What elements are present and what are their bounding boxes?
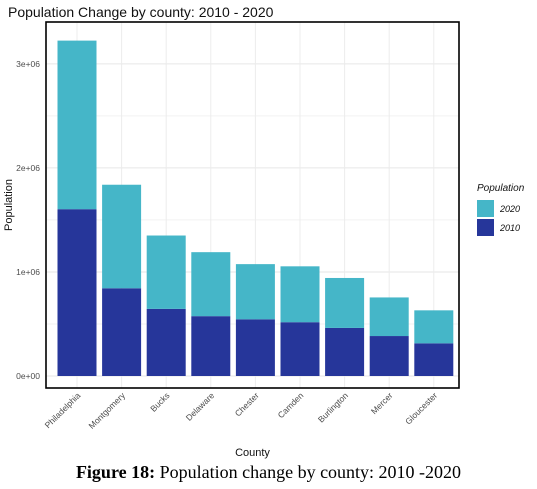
- bar-2020-gloucester: [414, 310, 454, 344]
- bar-2020-montgomery: [102, 184, 142, 289]
- plot-border: [45, 21, 460, 389]
- legend-swatch-2020: [477, 200, 494, 217]
- x-tick-label: Mercer: [369, 390, 395, 416]
- bar-2010-camden: [280, 322, 320, 376]
- legend-swatch-2010: [477, 219, 494, 236]
- bar-2010-gloucester: [414, 343, 454, 376]
- chart-title: Population Change by county: 2010 - 2020: [8, 4, 274, 20]
- x-tick-label: Delaware: [184, 390, 217, 423]
- bar-2020-burlington: [325, 277, 365, 328]
- x-tick-label: Montgomery: [87, 390, 128, 431]
- x-tick-label: Bucks: [148, 390, 171, 413]
- caption-prefix: Figure 18:: [75, 462, 156, 482]
- bar-2010-mercer: [369, 336, 409, 376]
- caption-text: Population change by county: 2010 -2020: [155, 462, 462, 482]
- x-tick-label: Burlington: [316, 390, 350, 424]
- y-tick-label: 3e+06: [16, 59, 40, 69]
- y-tick-label: 1e+06: [16, 267, 40, 277]
- chart-svg: 0e+00 1e+06 2e+06 3e+06 Philadelphia Montgome…: [3, 21, 525, 459]
- bar-2010-delaware: [191, 316, 231, 376]
- bar-2020-mercer: [369, 297, 409, 337]
- y-tick-label: 2e+06: [16, 163, 40, 173]
- bar-2020-camden: [280, 266, 320, 323]
- y-axis-title: Population: [3, 179, 15, 231]
- x-tick-label: Gloucester: [403, 390, 439, 426]
- y-tick-label: 0e+00: [16, 371, 40, 381]
- figure-caption: Figure 18: Population change by county: …: [0, 462, 537, 483]
- bar-2010-chester: [235, 319, 275, 376]
- legend-label-2020: 2020: [499, 204, 520, 214]
- bar-2010-montgomery: [102, 288, 142, 376]
- bar-2020-bucks: [146, 235, 186, 309]
- x-tick-label: Philadelphia: [43, 390, 83, 430]
- legend-title: Population: [477, 183, 525, 194]
- bar-2020-philadelphia: [57, 40, 97, 210]
- x-axis-title: County: [235, 447, 270, 459]
- bar-2010-bucks: [146, 308, 186, 376]
- x-tick-label: Chester: [233, 390, 261, 418]
- bar-2020-chester: [235, 264, 275, 320]
- bar-2010-philadelphia: [57, 209, 97, 376]
- bar-2010-burlington: [325, 327, 365, 376]
- legend-label-2010: 2010: [499, 223, 520, 233]
- bar-2020-delaware: [191, 252, 231, 317]
- x-tick-label: Camden: [276, 390, 306, 420]
